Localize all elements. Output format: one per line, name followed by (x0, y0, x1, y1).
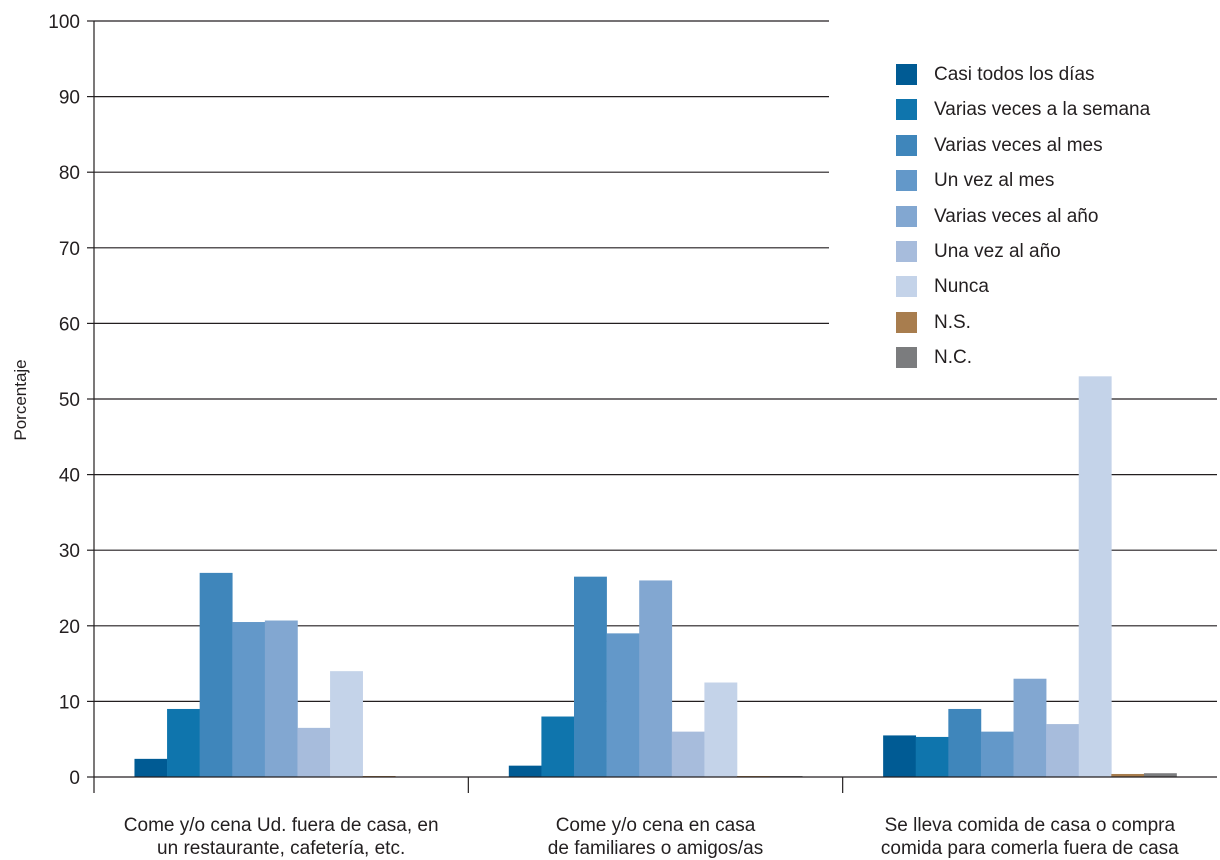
bar (1078, 376, 1112, 777)
axes (93, 21, 1217, 793)
legend-label: Nunca (934, 276, 989, 298)
y-tick-label: 60 (59, 314, 80, 335)
y-tick-label: 50 (59, 390, 80, 411)
bar (1111, 773, 1145, 777)
bar (1013, 678, 1047, 777)
bar (574, 576, 607, 777)
y-tick-label: 10 (59, 692, 80, 713)
legend-swatch (896, 311, 917, 333)
category-label: Come y/o cena Ud. fuera de casa, en un re… (123, 815, 439, 859)
y-tick-label: 30 (59, 541, 80, 562)
bar (541, 716, 575, 777)
y-tick-label: 80 (59, 163, 80, 184)
category-label: Come y/o cena en casa de familiares o ami… (547, 815, 764, 859)
legend-label: N.C. (934, 347, 972, 369)
bars (134, 376, 1177, 777)
category-label: Se lleva comida de casa o compra comida p… (880, 815, 1179, 859)
legend-swatch (896, 64, 917, 85)
legend-swatch (896, 240, 917, 262)
bar (639, 580, 673, 777)
bar (508, 765, 542, 777)
legend-label: Un vez al mes (934, 170, 1055, 192)
bar (134, 758, 168, 777)
legend-label: Varias veces al mes (934, 134, 1103, 156)
bar (297, 727, 331, 777)
bar (199, 572, 233, 777)
bar (980, 731, 1014, 777)
legend-label: N.S. (934, 311, 971, 333)
y-tick-label: 40 (59, 466, 80, 487)
y-tick-label: 20 (59, 617, 80, 638)
legend-swatch (896, 276, 917, 298)
bar (915, 736, 949, 777)
bar (1046, 724, 1080, 777)
y-tick-label: 70 (59, 239, 80, 260)
y-tick-label: 0 (69, 768, 80, 789)
bar (330, 671, 363, 777)
legend-swatch (896, 170, 917, 192)
legend-label: Casi todos los días (934, 64, 1095, 85)
y-tick-label: 100 (48, 12, 80, 33)
legend-label: Varias veces a la semana (934, 99, 1151, 121)
bar (671, 731, 705, 777)
y-axis-ticks: 0 10 20 30 40 50 60 70 80 90 100 (48, 12, 94, 789)
bar (1143, 773, 1177, 777)
bar (232, 622, 266, 777)
legend-swatch (896, 99, 917, 121)
legend-swatch (896, 205, 917, 227)
y-tick-label: 90 (59, 88, 80, 109)
bar (606, 633, 640, 777)
bar (167, 708, 200, 777)
legend-swatch (896, 134, 917, 156)
y-axis-label: Porcentaje (11, 359, 30, 441)
legend-label: Varias veces al año (934, 205, 1099, 227)
bar (883, 735, 917, 777)
legend-label: Una vez al año (934, 240, 1061, 262)
bar (948, 708, 982, 777)
legend-swatch (896, 347, 917, 369)
bar (704, 682, 738, 777)
bar (264, 620, 298, 777)
